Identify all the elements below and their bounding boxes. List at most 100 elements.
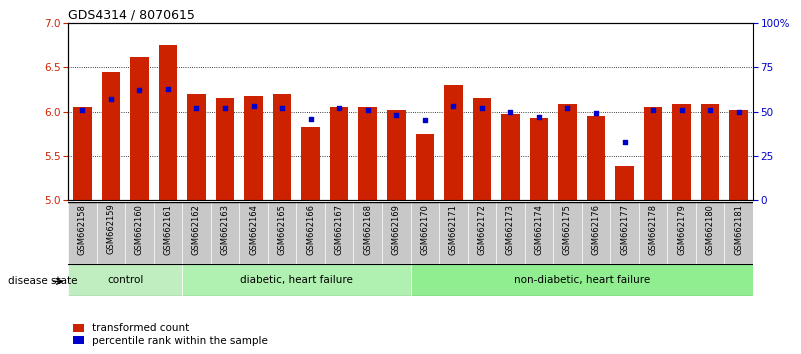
Bar (416, 133, 434, 200)
Bar (610, 202, 638, 264)
Bar (154, 202, 182, 264)
Text: GSM662173: GSM662173 (506, 204, 515, 255)
Point (304, 116, 317, 121)
Text: GSM662168: GSM662168 (363, 204, 372, 255)
Point (276, 105, 288, 111)
Bar (330, 107, 348, 200)
Bar (125, 202, 154, 264)
Bar (525, 202, 553, 264)
Bar (296, 202, 325, 264)
Bar (97, 202, 125, 264)
Text: GSM662163: GSM662163 (220, 204, 230, 255)
Bar (325, 202, 353, 264)
Text: disease state: disease state (8, 276, 78, 286)
Bar (68, 264, 182, 296)
Point (704, 107, 717, 113)
Point (332, 105, 345, 111)
Text: diabetic, heart failure: diabetic, heart failure (240, 275, 352, 285)
Point (361, 107, 374, 113)
Bar (301, 127, 320, 200)
Text: GSM662165: GSM662165 (278, 204, 287, 255)
Point (248, 103, 260, 109)
Text: control: control (107, 275, 143, 285)
Bar (558, 104, 577, 200)
Text: GSM662171: GSM662171 (449, 204, 458, 255)
Point (133, 87, 146, 93)
Bar (73, 107, 91, 200)
Bar (382, 202, 410, 264)
Text: GSM662175: GSM662175 (563, 204, 572, 255)
Bar (68, 202, 97, 264)
Text: GDS4314 / 8070615: GDS4314 / 8070615 (68, 9, 195, 22)
Point (104, 96, 117, 102)
Bar (273, 94, 292, 200)
Text: GSM662172: GSM662172 (477, 204, 486, 255)
Bar (358, 107, 377, 200)
Text: GSM662178: GSM662178 (649, 204, 658, 255)
Bar (615, 166, 634, 200)
Text: GSM662170: GSM662170 (421, 204, 429, 255)
Text: GSM662177: GSM662177 (620, 204, 629, 255)
Bar (644, 107, 662, 200)
Text: GSM662181: GSM662181 (735, 204, 743, 255)
Bar (182, 202, 211, 264)
Bar (159, 45, 177, 200)
Bar (244, 96, 263, 200)
Bar (529, 118, 548, 200)
Bar (182, 264, 410, 296)
Legend: transformed count, percentile rank within the sample: transformed count, percentile rank withi… (74, 323, 268, 346)
Text: GSM662162: GSM662162 (192, 204, 201, 255)
Text: GSM662164: GSM662164 (249, 204, 258, 255)
Bar (444, 85, 463, 200)
Point (447, 103, 460, 109)
Point (219, 105, 231, 111)
Point (618, 139, 631, 144)
Text: GSM662167: GSM662167 (335, 204, 344, 255)
Bar (468, 202, 496, 264)
Bar (130, 57, 149, 200)
Bar (638, 202, 667, 264)
Bar (473, 98, 491, 200)
Text: GSM662180: GSM662180 (706, 204, 714, 255)
Text: GSM662159: GSM662159 (107, 204, 115, 255)
Text: GSM662174: GSM662174 (534, 204, 543, 255)
Text: GSM662158: GSM662158 (78, 204, 87, 255)
Bar (215, 98, 235, 200)
Point (646, 107, 659, 113)
Bar (730, 110, 748, 200)
Point (504, 109, 517, 114)
Bar (268, 202, 296, 264)
Bar (501, 114, 520, 200)
Text: GSM662179: GSM662179 (677, 204, 686, 255)
Bar (496, 202, 525, 264)
Bar (553, 202, 582, 264)
Text: GSM662176: GSM662176 (591, 204, 601, 255)
Point (190, 105, 203, 111)
Point (162, 86, 175, 91)
Text: GSM662166: GSM662166 (306, 204, 315, 255)
Point (675, 107, 688, 113)
Bar (582, 202, 610, 264)
Bar (102, 72, 120, 200)
Text: GSM662160: GSM662160 (135, 204, 144, 255)
Bar (410, 264, 753, 296)
Bar (667, 202, 696, 264)
Point (561, 105, 574, 111)
Point (533, 114, 545, 120)
Bar (672, 104, 691, 200)
Bar (187, 94, 206, 200)
Point (76, 107, 89, 113)
Bar (696, 202, 724, 264)
Bar (586, 116, 606, 200)
Bar (439, 202, 468, 264)
Point (476, 105, 489, 111)
Bar (353, 202, 382, 264)
Bar (211, 202, 239, 264)
Bar (239, 202, 268, 264)
Bar (701, 104, 719, 200)
Text: non-diabetic, heart failure: non-diabetic, heart failure (513, 275, 650, 285)
Bar (410, 202, 439, 264)
Point (590, 110, 602, 116)
Point (390, 112, 403, 118)
Text: GSM662161: GSM662161 (163, 204, 172, 255)
